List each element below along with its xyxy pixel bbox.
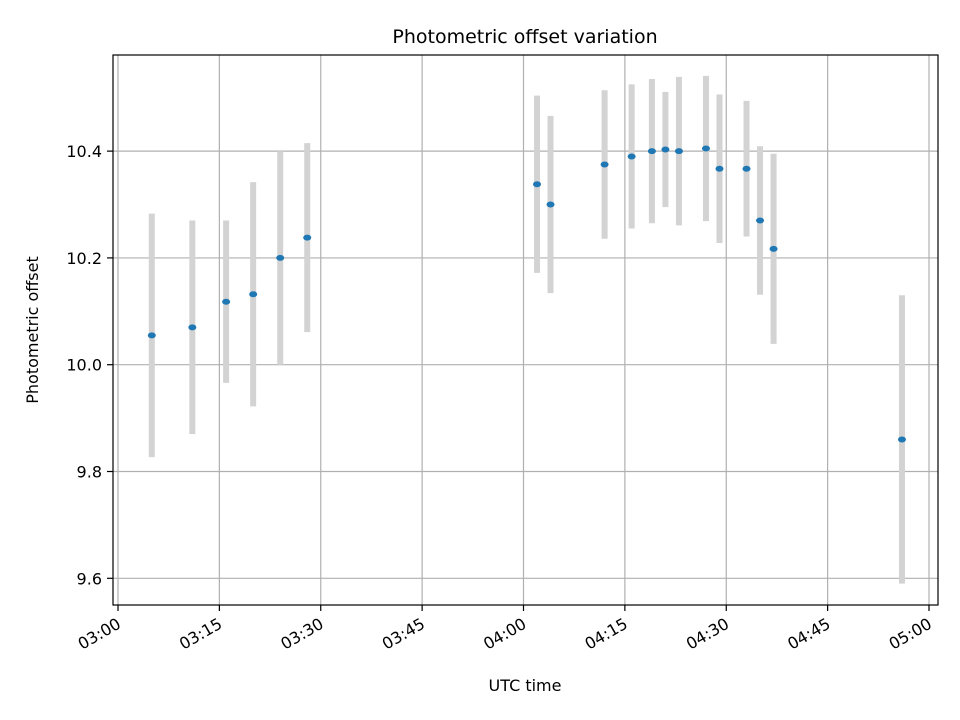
x-tick-label: 04:00 xyxy=(480,614,529,654)
x-tick-label: 03:30 xyxy=(277,614,326,654)
data-point xyxy=(546,201,555,208)
data-point xyxy=(188,324,197,331)
data-point xyxy=(276,254,285,261)
x-tick-label: 04:45 xyxy=(784,614,833,654)
x-tick-label: 04:30 xyxy=(683,614,732,654)
data-point xyxy=(647,148,656,155)
y-axis-label: Photometric offset xyxy=(23,256,42,404)
data-point xyxy=(249,291,258,298)
y-tick-label: 10.4 xyxy=(66,142,102,161)
data-points xyxy=(147,145,906,443)
data-point xyxy=(769,245,778,252)
chart-title: Photometric offset variation xyxy=(392,26,657,48)
data-point xyxy=(600,161,609,168)
data-point xyxy=(897,436,906,443)
y-tick-label: 9.8 xyxy=(77,463,102,482)
x-tick-label: 03:00 xyxy=(75,614,124,654)
x-tick-label: 03:45 xyxy=(379,614,428,654)
data-point xyxy=(701,145,710,152)
data-point xyxy=(661,146,670,153)
y-axis-ticks: 9.6 9.8 10.0 10.2 10.4 xyxy=(66,142,113,588)
data-point xyxy=(674,148,683,155)
data-point xyxy=(222,298,231,305)
x-axis-ticks: 03:00 03:15 03:30 03:45 04:00 04:15 04:30 04:45… xyxy=(75,605,935,654)
grid-lines xyxy=(113,55,938,605)
x-axis-label: UTC time xyxy=(489,676,562,695)
data-point xyxy=(742,165,751,172)
y-tick-label: 9.6 xyxy=(77,569,102,588)
y-tick-label: 10.0 xyxy=(66,356,102,375)
x-tick-label: 05:00 xyxy=(886,614,935,654)
plot-frame xyxy=(112,54,939,606)
data-point xyxy=(756,217,765,224)
data-point xyxy=(533,181,542,188)
data-point xyxy=(627,153,636,160)
x-tick-label: 04:15 xyxy=(581,614,630,654)
y-tick-label: 10.2 xyxy=(66,249,102,268)
data-point xyxy=(715,165,724,172)
data-point xyxy=(303,234,312,241)
data-point xyxy=(147,332,156,339)
x-tick-label: 03:15 xyxy=(176,614,225,654)
error-bars xyxy=(148,75,905,584)
